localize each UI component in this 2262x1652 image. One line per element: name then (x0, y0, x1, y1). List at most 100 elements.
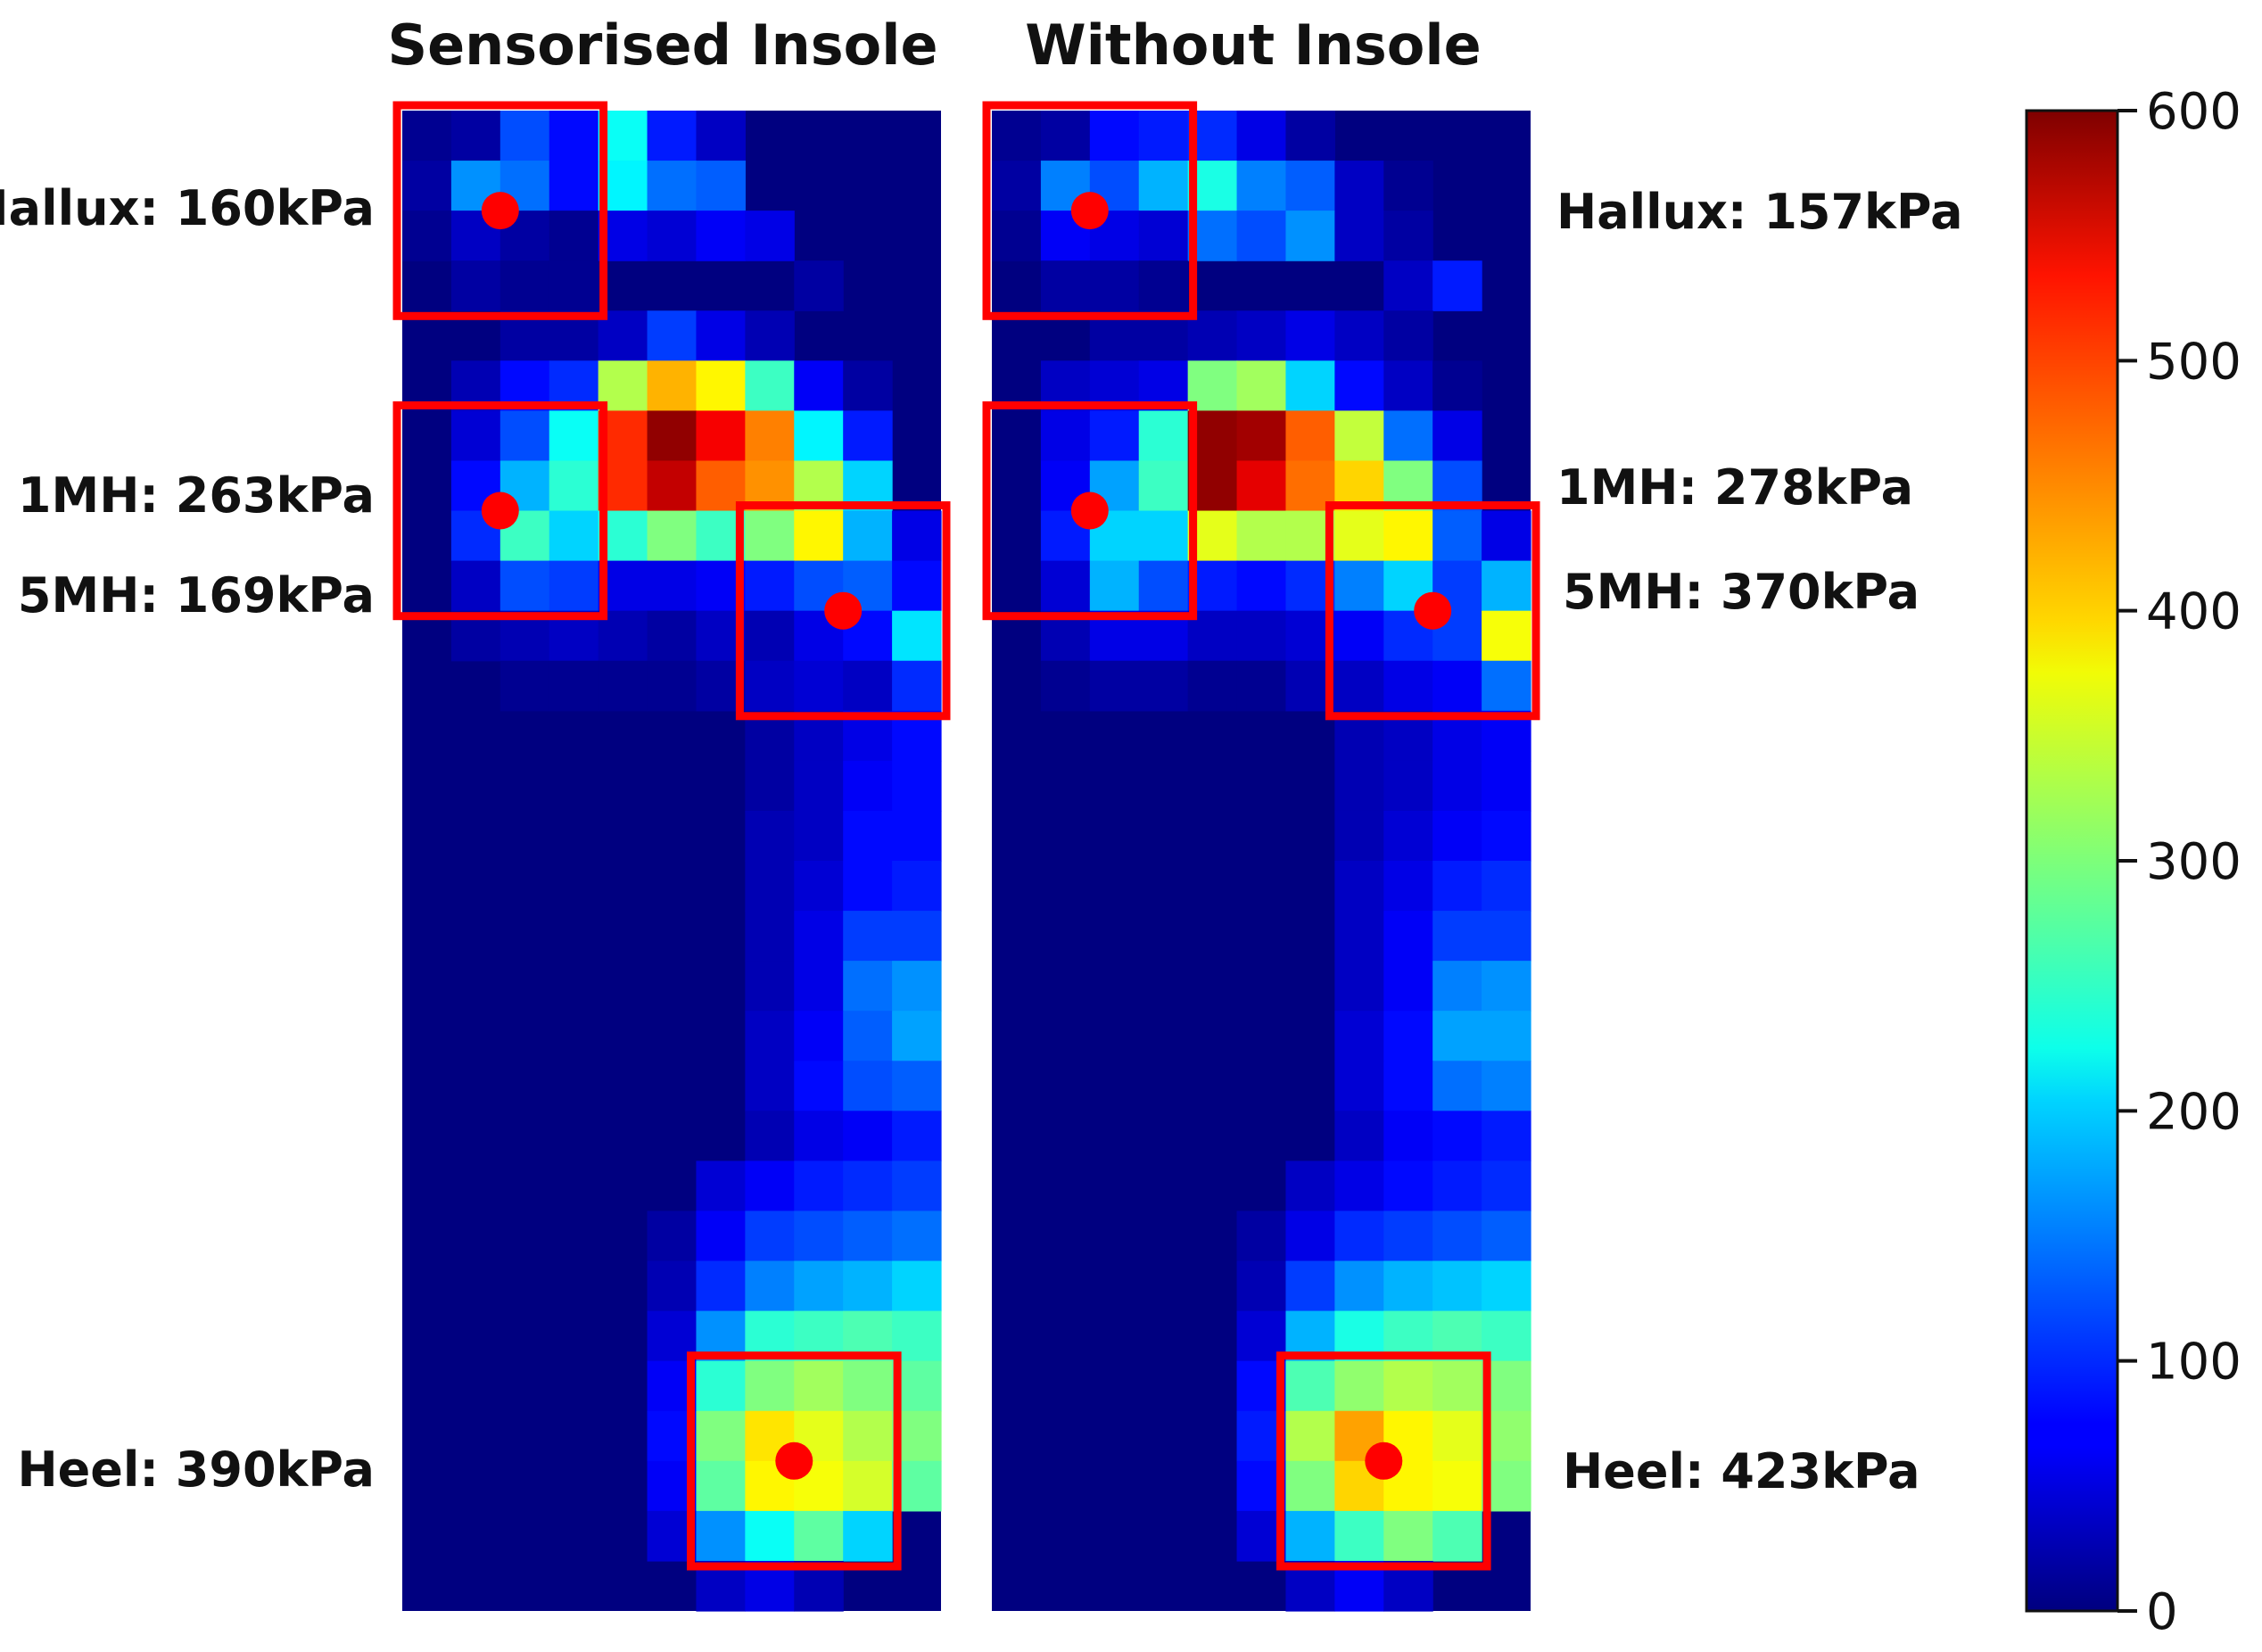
colorbar-gradient (2025, 109, 2119, 1613)
colorbar-tick-label: 400 (2146, 583, 2241, 641)
heatmap-cell (549, 660, 599, 712)
heatmap-panel-sensorised (392, 101, 951, 1612)
heatmap-cell (402, 161, 452, 211)
heatmap-cell (745, 1260, 795, 1312)
heatmap-cell (892, 1161, 942, 1212)
heatmap-cell (1285, 161, 1335, 211)
heatmap-cell (843, 410, 893, 462)
heatmap-cell (745, 961, 795, 1012)
heatmap-cell (647, 310, 698, 361)
heatmap-cell (843, 961, 893, 1012)
heatmap-cell (1138, 111, 1189, 161)
heatmap-cell (1432, 1260, 1482, 1312)
heatmap-cell (892, 610, 942, 662)
heatmap-cell (1285, 310, 1335, 361)
heatmap-cell (1432, 911, 1482, 962)
heatmap-cell (1089, 410, 1140, 462)
heatmap-cell (1138, 260, 1189, 311)
heatmap-cell (1285, 1260, 1335, 1312)
heatmap-cell (1482, 1210, 1531, 1262)
heatmap-cell (1482, 660, 1531, 712)
heatmap-cell (1040, 560, 1091, 612)
heatmap-cell (647, 211, 698, 261)
heatmap-cell (843, 510, 893, 562)
heatmap-cell (696, 161, 746, 211)
heatmap-cell (745, 410, 795, 462)
heatmap-cell (1040, 111, 1091, 161)
region-box (1276, 1351, 1491, 1571)
heatmap-cell (992, 111, 1042, 161)
label-1mh-sensorised: 1MH: 263kPa (18, 467, 375, 524)
heatmap-cell (1334, 660, 1384, 712)
heatmap-cell (892, 810, 942, 862)
heatmap-cell (1482, 1011, 1531, 1061)
heatmap-cell (1432, 1061, 1482, 1111)
heatmap-cell (1482, 1061, 1531, 1111)
label-1mh-without: 1MH: 278kPa (1556, 459, 1913, 516)
heatmap-cell (549, 161, 599, 211)
heatmap-cell (647, 161, 698, 211)
heatmap-cell (549, 260, 599, 311)
heatmap-cell (1383, 410, 1433, 462)
heatmap-cell (745, 360, 795, 411)
heatmap-cell (499, 410, 550, 462)
heatmap-cell (794, 861, 844, 912)
heatmap-cell (402, 211, 452, 261)
heatmap-cell (696, 1210, 746, 1262)
heatmap-cell (1285, 1510, 1335, 1562)
heatmap-cell (745, 1360, 795, 1412)
panel-title-sensorised: Sensorised Insole (387, 12, 937, 78)
heatmap-cell (843, 760, 893, 812)
heatmap-cell (1383, 1260, 1433, 1312)
peak-marker (1070, 491, 1109, 530)
heatmap-cell (1236, 161, 1287, 211)
region-box (735, 501, 951, 721)
heatmap-cell (1285, 1460, 1335, 1512)
heatmap-cell (1432, 660, 1482, 712)
heatmap-panel-without (982, 101, 1540, 1612)
heatmap-cell (402, 111, 452, 161)
heatmap-cell (1236, 1210, 1287, 1262)
heatmap-cell (1285, 360, 1335, 411)
heatmap-cell (696, 360, 746, 411)
heatmap-cell (1285, 211, 1335, 261)
heatmap-cell (1089, 660, 1140, 712)
heatmap-cell (1383, 510, 1433, 562)
heatmap-cell (794, 1011, 844, 1061)
heatmap-cell (1432, 360, 1482, 411)
heatmap-cell (1383, 1510, 1433, 1562)
heatmap-cell (892, 1061, 942, 1111)
heatmap-cell (745, 560, 795, 612)
heatmap-cell (1138, 161, 1189, 211)
label-hallux-without: Hallux: 157kPa (1556, 184, 1963, 240)
heatmap-cell (1236, 1260, 1287, 1312)
heatmap-cell (1236, 410, 1287, 462)
heatmap-cell (1334, 961, 1384, 1012)
heatmap-cell (892, 1210, 942, 1262)
heatmap-cell (499, 111, 550, 161)
region-box (982, 101, 1198, 320)
heatmap-cell (1383, 211, 1433, 261)
heatmap-cell (745, 1210, 795, 1262)
heatmap-cell (745, 1011, 795, 1061)
heatmap-cell (1432, 1210, 1482, 1262)
heatmap-cell (1432, 410, 1482, 462)
heatmap-cell (1285, 410, 1335, 462)
heatmap-cell (1334, 810, 1384, 862)
heatmap-cell (1334, 1260, 1384, 1312)
heatmap-cell (1236, 460, 1287, 512)
heatmap-cell (1285, 1360, 1335, 1412)
heatmap-cell (1089, 260, 1140, 311)
heatmap-cell (647, 360, 698, 411)
heatmap-cell (647, 410, 698, 462)
heatmap-cell (696, 1260, 746, 1312)
heatmap-cell (1040, 660, 1091, 712)
heatmap-cell (794, 1260, 844, 1312)
heatmap-cell (843, 911, 893, 962)
heatmap-cell (892, 1011, 942, 1061)
colorbar-tick-label: 600 (2146, 83, 2241, 141)
heatmap-cell (794, 1161, 844, 1212)
heatmap-cell (892, 510, 942, 562)
heatmap-cell (1432, 961, 1482, 1012)
heatmap-cell (794, 1510, 844, 1562)
